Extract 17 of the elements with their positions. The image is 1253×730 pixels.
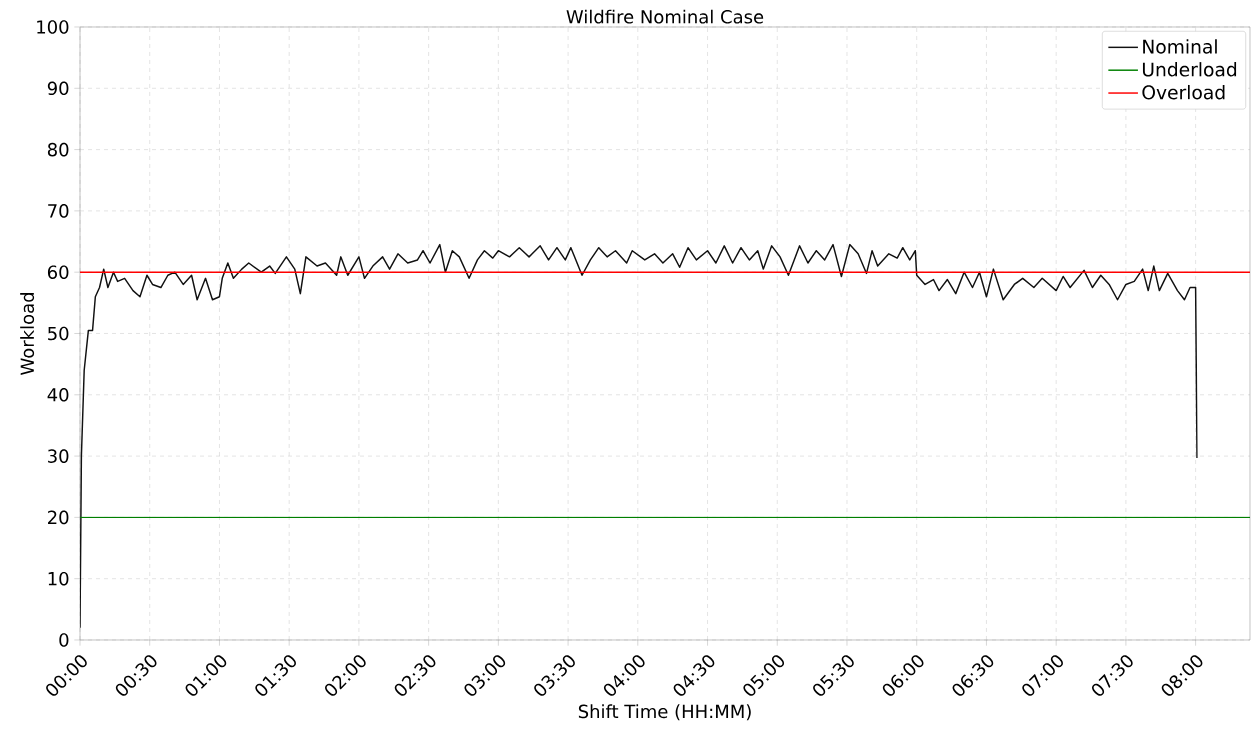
y-tick-label: 50 [48,326,69,341]
y-tick-label: 40 [47,387,69,402]
legend-label: Nominal [1143,39,1217,54]
y-tick-label: 0 [59,633,69,647]
y-tick-label: 90 [47,81,69,96]
chart-title: Wildfire Nominal Case [566,9,764,24]
y-tick-label: 60 [47,265,69,279]
y-tick-label: 70 [48,204,69,218]
y-axis-title: Workload [20,293,35,375]
legend-label: Overload [1142,84,1225,100]
y-tick-label: 100 [37,20,69,34]
y-tick-label: 80 [47,142,69,157]
y-tick-label: 20 [48,510,69,525]
y-tick-label: 10 [48,571,69,586]
x-axis-title: Shift Time (HH:MM) [578,704,751,721]
y-tick-label: 30 [48,449,69,463]
legend-label: Underload [1142,62,1237,77]
